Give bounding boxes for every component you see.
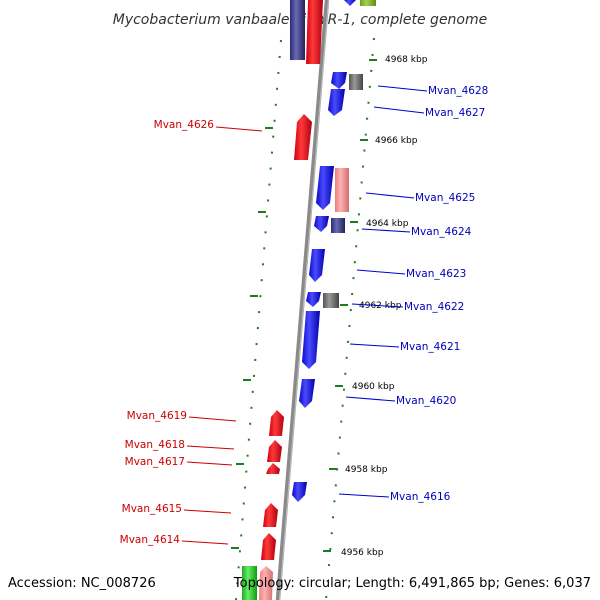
gene-mvan-4628-partner[interactable] [349,74,363,90]
gene-label-mvan-4627[interactable]: Mvan_4627 [425,107,485,119]
genome-backbone [275,0,330,600]
reverse-leader-lines [338,85,428,498]
gene-mvan-4621[interactable] [302,311,320,369]
gene-mvan-4624[interactable] [314,216,329,232]
gene-mvan-4625-pink[interactable] [335,168,349,212]
kbp-label-4966: 4966 kbp [375,136,418,146]
gene-label-mvan-4617[interactable]: Mvan_4617 [125,456,185,468]
gene-label-mvan-4620[interactable]: Mvan_4620 [396,395,456,407]
gene-label-mvan-4615[interactable]: Mvan_4615 [122,503,182,515]
gene-bottom-pink[interactable] [259,566,273,600]
kbp-label-4956: 4956 kbp [341,548,384,558]
gene-label-mvan-4622[interactable]: Mvan_4622 [404,301,464,313]
gene-label-mvan-4624[interactable]: Mvan_4624 [411,226,472,238]
gene-bottom-green[interactable] [242,566,257,600]
gene-mvan-4616[interactable] [292,482,307,502]
kbp-label-4960: 4960 kbp [352,382,395,392]
accession-text: Accession: NC_008726 [8,576,156,591]
gene-mvan-4620[interactable] [299,379,315,408]
gene-label-mvan-4628[interactable]: Mvan_4628 [428,85,488,97]
gene-label-mvan-4626[interactable]: Mvan_4626 [154,119,215,131]
gene-mvan-4624-partner[interactable] [331,218,345,233]
gene-label-mvan-4618[interactable]: Mvan_4618 [125,439,185,451]
gene-top-olive[interactable] [360,0,376,6]
gene-mvan-4615[interactable] [263,503,278,527]
gene-mvan-4627[interactable] [328,89,345,116]
forward-leader-lines [181,126,263,545]
gene-label-mvan-4623[interactable]: Mvan_4623 [406,268,466,280]
gene-mvan-4628[interactable] [331,72,347,89]
gene-mvan-4623[interactable] [309,249,325,282]
gene-mvan-4622[interactable] [306,292,321,307]
gene-mvan-4617[interactable] [266,463,280,474]
gene-label-mvan-4619[interactable]: Mvan_4619 [127,410,187,422]
gene-mvan-4618[interactable] [267,440,282,462]
gene-mvan-4622-partner[interactable] [323,293,339,308]
gene-mvan-4626[interactable] [294,114,312,160]
kbp-label-4958: 4958 kbp [345,465,388,475]
gene-top-navy[interactable] [290,0,305,60]
gene-top-blue[interactable] [344,0,356,6]
kbp-label-4964: 4964 kbp [366,219,409,229]
gene-label-mvan-4621[interactable]: Mvan_4621 [400,341,460,353]
gene-label-mvan-4616[interactable]: Mvan_4616 [390,491,451,503]
gene-mvan-4614[interactable] [261,533,276,560]
kbp-label-4968: 4968 kbp [385,55,428,65]
gene-mvan-4619[interactable] [269,410,284,436]
gene-label-mvan-4625[interactable]: Mvan_4625 [415,192,475,204]
genome-summary-text: Topology: circular; Length: 6,491,865 bp… [233,576,591,591]
major-ticks [231,59,377,552]
outer-tick-track [325,37,375,600]
gene-label-mvan-4614[interactable]: Mvan_4614 [120,534,181,546]
genome-backbone-highlight [279,0,329,600]
gene-mvan-4625[interactable] [316,166,334,210]
gene-top-red[interactable] [306,0,323,64]
